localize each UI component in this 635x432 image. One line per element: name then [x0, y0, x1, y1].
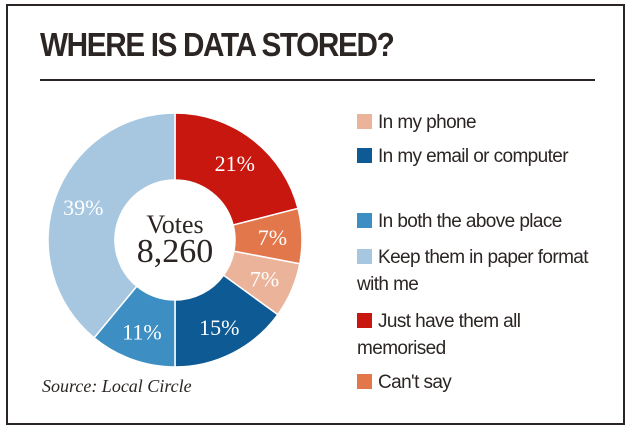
legend-item: Just have them all memorised — [357, 308, 597, 362]
center-label: Votes — [146, 210, 203, 239]
slice-label-3: 15% — [199, 315, 239, 340]
legend-label: Can't say — [378, 372, 452, 393]
slice-label-5: 39% — [63, 195, 103, 220]
slice-label-2: 7% — [250, 267, 279, 292]
legend-item: In both the above place — [357, 208, 597, 235]
legend-item: Can't say — [357, 369, 597, 396]
legend-swatch — [357, 213, 372, 228]
legend-swatch — [357, 249, 372, 264]
legend-label: In both the above place — [378, 211, 562, 232]
slice-5 — [47, 112, 176, 339]
slice-label-0: 21% — [215, 151, 255, 176]
legend-item: In my phone — [357, 109, 597, 136]
legend-label: Just have them all memorised — [357, 311, 521, 359]
legend-label: In my email or computer — [378, 146, 569, 167]
legend-item: In my email or computer — [357, 143, 597, 170]
legend-swatch — [357, 374, 372, 389]
title-rule — [40, 79, 595, 81]
legend-swatch — [357, 313, 372, 328]
slice-label-1: 7% — [258, 225, 287, 250]
legend-label: Keep them in paper format with me — [357, 247, 589, 295]
slice-label-4: 11% — [122, 320, 162, 345]
slice-0 — [174, 112, 299, 226]
legend-swatch — [357, 114, 372, 129]
chart-title: WHERE IS DATA STORED? — [40, 26, 395, 63]
legend-swatch — [357, 148, 372, 163]
chart-frame — [6, 4, 625, 425]
legend-label: In my phone — [378, 112, 477, 133]
legend-item: Keep them in paper format with me — [357, 244, 597, 298]
source-note: Source: Local Circle — [42, 376, 192, 396]
center-value: 8,260 — [137, 233, 214, 270]
